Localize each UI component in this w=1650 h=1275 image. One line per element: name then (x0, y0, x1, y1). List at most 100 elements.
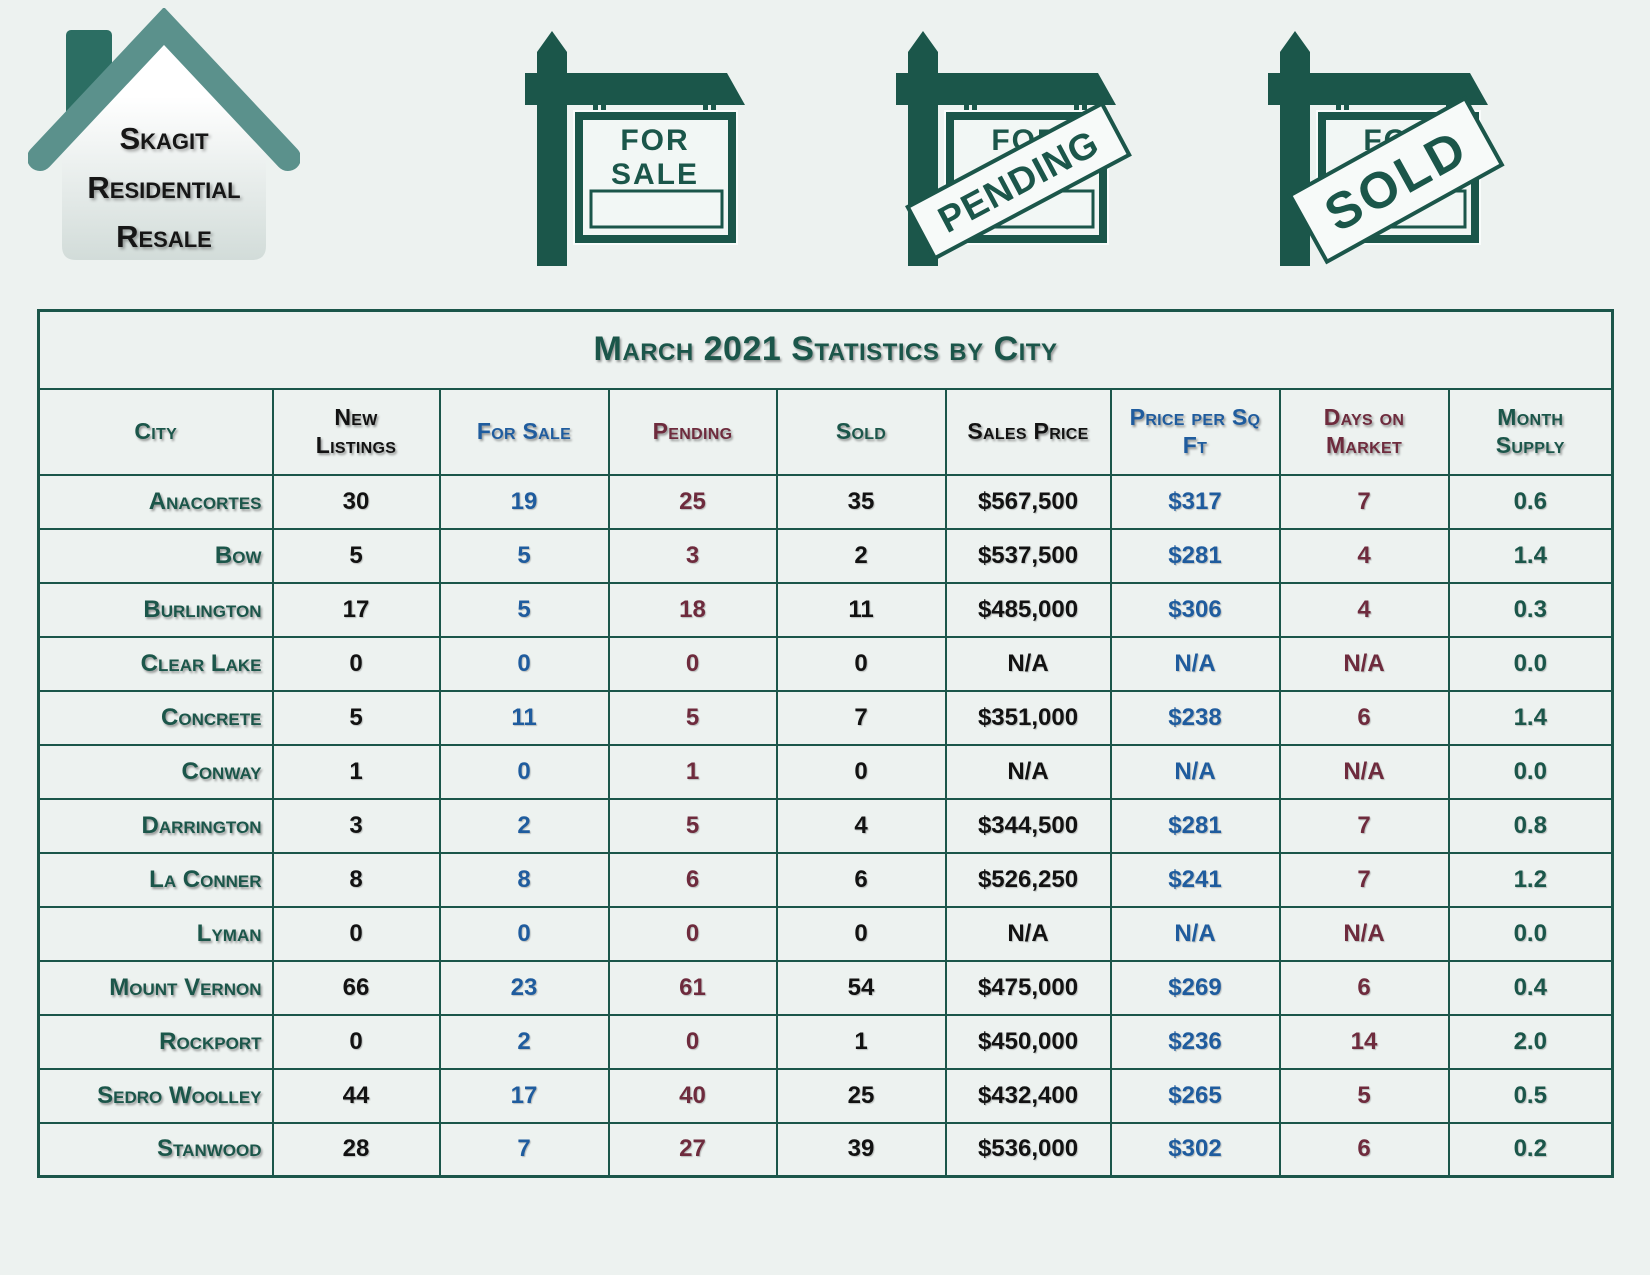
sales_price-cell: $536,000 (944, 1121, 1112, 1178)
table-row: Concrete 5 11 5 7 $351,000 $238 6 1.4 (37, 689, 1614, 746)
pending-cell: 0 (607, 905, 778, 962)
price_per_sqft-cell: N/A (1109, 635, 1281, 692)
month_supply-cell: 0.3 (1447, 581, 1614, 638)
for_sale-cell: 23 (438, 959, 610, 1016)
sold-cell: 54 (775, 959, 947, 1016)
sold-cell: 0 (775, 905, 947, 962)
city-cell: Conway (37, 743, 274, 800)
new_listings-cell: 8 (271, 851, 441, 908)
pending-cell: 25 (607, 473, 778, 530)
col-header-sold: Sold (775, 387, 947, 476)
month_supply-cell: 1.4 (1447, 689, 1614, 746)
new_listings-cell: 5 (271, 689, 441, 746)
table-row: Conway 1 0 1 0 N/A N/A N/A 0.0 (37, 743, 1614, 800)
pending-cell: 18 (607, 581, 778, 638)
days_on_market-cell: 6 (1278, 689, 1450, 746)
price_per_sqft-cell: N/A (1109, 905, 1281, 962)
new_listings-cell: 1 (271, 743, 441, 800)
sold-cell: 11 (775, 581, 947, 638)
price_per_sqft-cell: $281 (1109, 797, 1281, 854)
sold-banner (1287, 95, 1505, 265)
table-row: Sedro Woolley 44 17 40 25 $432,400 $265 5 0.5 (37, 1067, 1614, 1124)
city-cell: Sedro Woolley (37, 1067, 274, 1124)
new_listings-cell: 0 (271, 905, 441, 962)
table-row: Mount Vernon 66 23 61 54 $475,000 $269 6 0.4 (37, 959, 1614, 1016)
logo-line-1: Skagit (119, 121, 209, 156)
table-row: Rockport 0 2 0 1 $450,000 $236 14 2.0 (37, 1013, 1614, 1070)
sold-sign-icon: FOR SALE SOLD (1258, 28, 1508, 273)
table-row: Clear Lake 0 0 0 0 N/A N/A N/A 0.0 (37, 635, 1614, 692)
days_on_market-cell: 14 (1278, 1013, 1450, 1070)
month_supply-cell: 1.4 (1447, 527, 1614, 584)
for_sale-cell: 0 (438, 905, 610, 962)
sign-post-cap (1280, 31, 1310, 60)
for_sale-cell: 8 (438, 851, 610, 908)
col-header-new_listings: New Listings (271, 387, 441, 476)
logo-line-2: Residential (87, 170, 241, 205)
price_per_sqft-cell: $302 (1109, 1121, 1281, 1178)
pending-cell: 61 (607, 959, 778, 1016)
sign-crossbar (1268, 73, 1488, 105)
sold-cell: 25 (775, 1067, 947, 1124)
sign-crossbar (896, 73, 1116, 105)
days_on_market-cell: 4 (1278, 527, 1450, 584)
sales_price-cell: $351,000 (944, 689, 1112, 746)
table-row: La Conner 8 8 6 6 $526,250 $241 7 1.2 (37, 851, 1614, 908)
table-body: Anacortes 30 19 25 35 $567,500 $317 7 0.6 Bow 5 5 3 2… (37, 473, 1614, 1178)
pending-cell: 0 (607, 1013, 778, 1070)
city-cell: Stanwood (37, 1121, 274, 1178)
for_sale-cell: 2 (438, 797, 610, 854)
col-header-city: City (37, 387, 274, 476)
new_listings-cell: 44 (271, 1067, 441, 1124)
sales_price-cell: $475,000 (944, 959, 1112, 1016)
sold-cell: 2 (775, 527, 947, 584)
for_sale-cell: 7 (438, 1121, 610, 1178)
city-cell: Burlington (37, 581, 274, 638)
logo-line-3: Resale (116, 219, 212, 254)
for_sale-cell: 0 (438, 743, 610, 800)
table-row: Bow 5 5 3 2 $537,500 $281 4 1.4 (37, 527, 1614, 584)
new_listings-cell: 5 (271, 527, 441, 584)
for-sale-sign-icon: FOR SALE (515, 28, 765, 273)
col-header-sales_price: Sales Price (944, 387, 1112, 476)
pending-cell: 27 (607, 1121, 778, 1178)
sign-crossbar (525, 73, 745, 105)
logo-text: Skagit Residential Resale (28, 8, 300, 274)
pending-cell: 5 (607, 797, 778, 854)
sales_price-cell: $567,500 (944, 473, 1112, 530)
month_supply-cell: 0.4 (1447, 959, 1614, 1016)
for_sale-cell: 5 (438, 527, 610, 584)
month_supply-cell: 0.0 (1447, 635, 1614, 692)
table-row: Burlington 17 5 18 11 $485,000 $306 4 0.3 (37, 581, 1614, 638)
month_supply-cell: 1.2 (1447, 851, 1614, 908)
city-cell: Lyman (37, 905, 274, 962)
house-icon (28, 8, 300, 260)
city-cell: Anacortes (37, 473, 274, 530)
pending-banner (905, 100, 1132, 261)
for_sale-cell: 2 (438, 1013, 610, 1070)
month_supply-cell: 0.0 (1447, 743, 1614, 800)
city-cell: Bow (37, 527, 274, 584)
price_per_sqft-cell: $241 (1109, 851, 1281, 908)
price_per_sqft-cell: $269 (1109, 959, 1281, 1016)
table-title-row: March 2021 Statistics by City (37, 309, 1614, 390)
city-cell: Mount Vernon (37, 959, 274, 1016)
days_on_market-cell: 7 (1278, 851, 1450, 908)
stats-table: March 2021 Statistics by City City New Li… (37, 309, 1615, 1178)
pending-sign-icon: FOR SALE PENDING (886, 28, 1136, 273)
table-title: March 2021 Statistics by City (37, 309, 1614, 390)
pending-cell: 6 (607, 851, 778, 908)
col-header-for_sale: For Sale (438, 387, 610, 476)
days_on_market-cell: 5 (1278, 1067, 1450, 1124)
sold-cell: 35 (775, 473, 947, 530)
month_supply-cell: 0.6 (1447, 473, 1614, 530)
sign-post-cap (537, 31, 567, 60)
table-row: Anacortes 30 19 25 35 $567,500 $317 7 0.6 (37, 473, 1614, 530)
sales_price-cell: N/A (944, 905, 1112, 962)
company-logo: Skagit Residential Resale (28, 8, 300, 274)
price_per_sqft-cell: $317 (1109, 473, 1281, 530)
sales_price-cell: N/A (944, 635, 1112, 692)
price_per_sqft-cell: $306 (1109, 581, 1281, 638)
col-header-price_per_sqft: Price per Sq Ft (1109, 387, 1281, 476)
for_sale-cell: 17 (438, 1067, 610, 1124)
